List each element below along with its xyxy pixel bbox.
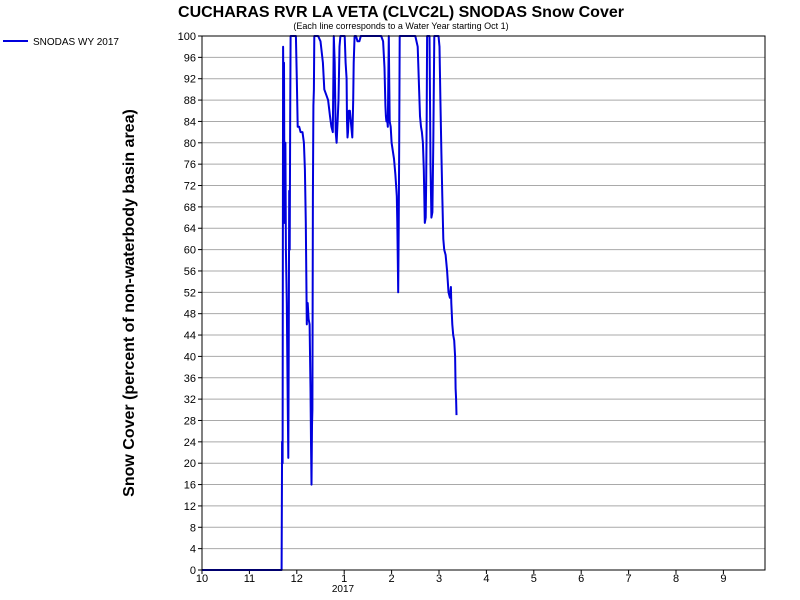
y-tick-label: 84 (184, 116, 196, 128)
x-tick-label: 4 (483, 573, 489, 585)
year-label: 2017 (332, 584, 355, 595)
y-tick-label: 28 (184, 415, 196, 427)
y-axis-label: Snow Cover (percent of non-waterbody bas… (121, 109, 138, 497)
y-tick-label: 4 (190, 544, 196, 556)
x-tick-label: 12 (291, 573, 303, 585)
y-tick-label: 100 (178, 31, 196, 43)
x-axis-ticks: 10 11 12 1 2 3 4 5 6 7 8 9 (196, 570, 726, 585)
y-tick-label: 36 (184, 373, 196, 385)
y-tick-label: 96 (184, 52, 196, 64)
series-line-wy-2017 (202, 35, 458, 571)
x-tick-label: 5 (531, 573, 537, 585)
x-tick-label: 3 (436, 573, 442, 585)
series-layer (202, 35, 458, 571)
chart-subtitle: (Each line corresponds to a Water Year s… (293, 21, 508, 31)
x-tick-label: 7 (626, 573, 632, 585)
y-tick-label: 16 (184, 480, 196, 492)
y-tick-label: 64 (184, 223, 196, 235)
y-tick-label: 44 (184, 330, 196, 342)
y-tick-label: 88 (184, 95, 196, 107)
y-tick-label: 48 (184, 309, 196, 321)
x-tick-label: 10 (196, 573, 208, 585)
y-tick-label: 56 (184, 266, 196, 278)
x-tick-label: 8 (673, 573, 679, 585)
legend-label: SNODAS WY 2017 (33, 37, 119, 48)
y-tick-label: 0 (190, 565, 196, 577)
x-tick-label: 2 (389, 573, 395, 585)
legend: SNODAS WY 2017 (3, 37, 119, 48)
y-tick-label: 92 (184, 74, 196, 86)
x-tick-label: 6 (578, 573, 584, 585)
x-tick-label: 1 (341, 573, 347, 585)
y-tick-label: 24 (184, 437, 196, 449)
y-tick-label: 76 (184, 159, 196, 171)
plot-frame (201, 35, 766, 571)
y-tick-label: 32 (184, 394, 196, 406)
chart-title: CUCHARAS RVR LA VETA (CLVC2L) SNODAS Sno… (178, 4, 624, 21)
y-tick-label: 40 (184, 351, 196, 363)
y-tick-label: 72 (184, 181, 196, 193)
y-tick-label: 68 (184, 202, 196, 214)
y-axis-ticks: 0481216202428323640444852566064687276808… (178, 31, 202, 577)
y-tick-label: 60 (184, 245, 196, 257)
x-tick-label: 11 (244, 573, 255, 585)
y-tick-label: 80 (184, 138, 196, 150)
x-tick-label: 9 (720, 573, 726, 585)
y-tick-label: 52 (184, 287, 196, 299)
y-tick-label: 8 (190, 522, 196, 534)
y-tick-label: 20 (184, 458, 196, 470)
y-tick-label: 12 (184, 501, 196, 513)
